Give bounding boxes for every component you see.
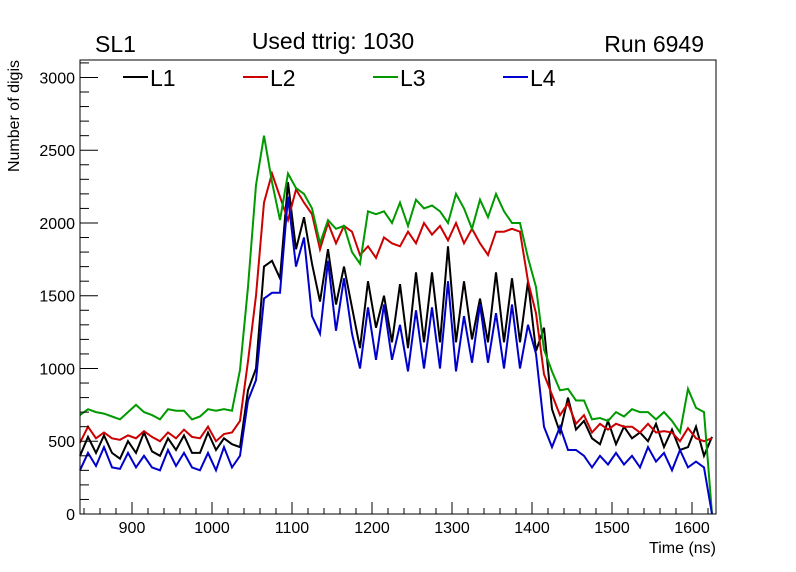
x-axis-label: Time (ns) — [649, 540, 716, 557]
y-axis: 0 500 1000 1500 2000 2500 3000 — [39, 62, 98, 524]
legend-label-l1: L1 — [150, 65, 176, 91]
y-tick-label: 0 — [66, 507, 75, 524]
y-tick-label: 1000 — [39, 361, 75, 378]
series-line-l1 — [79, 182, 713, 461]
legend-label-l3: L3 — [400, 65, 426, 91]
x-tick-label: 1300 — [434, 520, 470, 537]
y-axis-label: Number of digis — [6, 60, 23, 172]
chart-title: Used ttrig: 1030 — [252, 28, 414, 54]
x-tick-label: 1400 — [514, 520, 550, 537]
legend-label-l4: L4 — [530, 65, 556, 91]
left-label: SL1 — [95, 31, 136, 57]
x-tick-label: 900 — [119, 520, 146, 537]
legend: L1 L2 L3 L4 — [123, 65, 556, 91]
plot-frame — [79, 59, 717, 515]
series-line-l2 — [79, 170, 713, 444]
x-tick-label: 1000 — [194, 520, 230, 537]
x-tick-label: 1500 — [594, 520, 630, 537]
y-tick-label: 2000 — [39, 216, 75, 233]
y-tick-label: 1500 — [39, 289, 75, 306]
x-axis: 900 1000 1100 1200 1300 1400 1500 1600 — [83, 502, 710, 537]
x-tick-label: 1100 — [275, 520, 310, 537]
x-tick-label: 1600 — [674, 520, 710, 537]
y-tick-label: 500 — [48, 434, 75, 451]
series-line-l3 — [79, 135, 713, 515]
legend-label-l2: L2 — [270, 65, 296, 91]
x-tick-label: 1200 — [354, 520, 390, 537]
y-tick-label: 2500 — [39, 143, 75, 160]
right-label: Run 6949 — [604, 31, 704, 57]
series-layer — [79, 135, 713, 515]
y-tick-label: 3000 — [39, 70, 75, 87]
series-line-l4 — [79, 196, 713, 515]
